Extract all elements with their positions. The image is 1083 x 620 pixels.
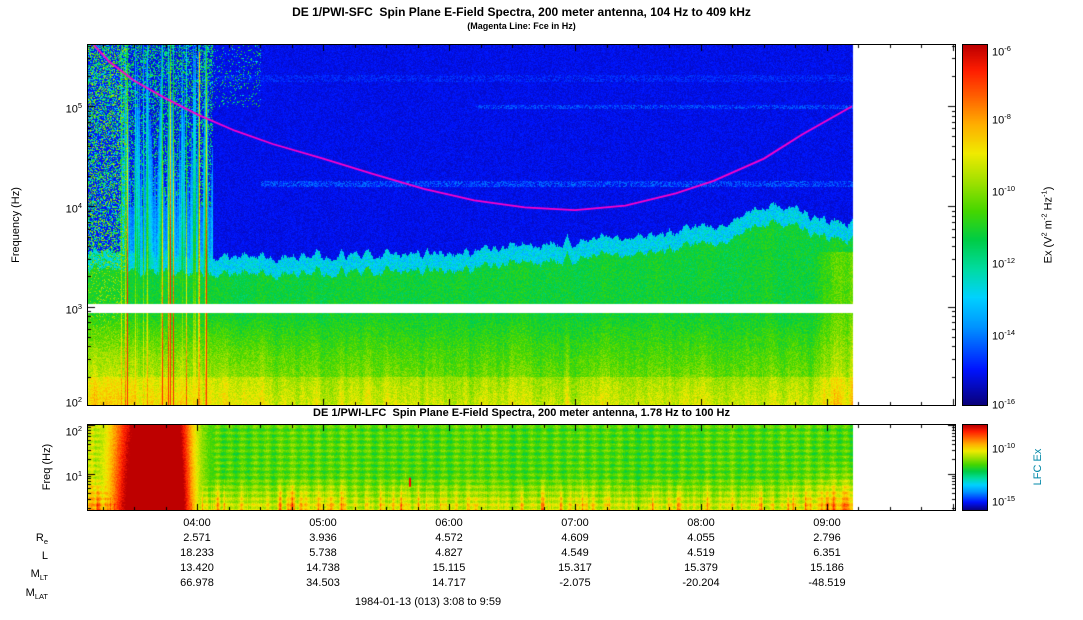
ephemeris-value: 5.738 xyxy=(309,547,337,559)
time-tick-label: 04:00 xyxy=(183,517,211,529)
top-y-tick-label: 104 xyxy=(65,201,82,216)
ephemeris-row-label: MLAT xyxy=(25,586,48,601)
top-panel-title: DE 1/PWI-SFC Spin Plane E-Field Spectra,… xyxy=(292,5,751,19)
ephemeris-row-label: L xyxy=(41,550,48,563)
colorbar-tick-label: 10-8 xyxy=(992,112,1011,127)
top-spectrogram xyxy=(87,44,956,406)
colorbar-tick-label: 10-10 xyxy=(992,441,1016,456)
time-tick-label: 05:00 xyxy=(309,517,337,529)
ephemeris-value: 6.351 xyxy=(813,547,841,559)
colorbar-tick-label: 10-10 xyxy=(992,184,1016,199)
ephemeris-column: 09:00 2.796 6.351 15.186 -48.519 xyxy=(795,516,859,591)
ephemeris-value: 4.519 xyxy=(687,547,715,559)
ephemeris-value: 2.796 xyxy=(813,532,841,544)
ephemeris-column: 08:00 4.055 4.519 15.379 -20.204 xyxy=(669,516,733,591)
ephemeris-column: 05:00 3.936 5.738 14.738 34.503 xyxy=(291,516,355,591)
ephemeris-value: 15.115 xyxy=(432,562,466,574)
ephemeris-value: 2.571 xyxy=(183,532,211,544)
ephemeris-column: 04:00 2.571 18.233 13.420 66.978 xyxy=(165,516,229,591)
ephemeris-value: -20.204 xyxy=(682,577,720,589)
ephemeris-column: 07:00 4.609 4.549 15.317 -2.075 xyxy=(543,516,607,591)
top-panel-subtitle: (Magenta Line: Fce in Hz) xyxy=(467,21,576,31)
ephemeris-value: 18.233 xyxy=(180,547,214,559)
bottom-colorbar xyxy=(962,424,988,511)
ephemeris-value: 4.549 xyxy=(561,547,589,559)
colorbar-tick-label: 10-16 xyxy=(992,397,1016,412)
top-colorbar-unit-label: Ex (V2 m-2 Hz-1) xyxy=(1039,186,1055,264)
bottom-spectrogram xyxy=(87,424,956,511)
time-range-footer: 1984-01-13 (013) 3:08 to 9:59 xyxy=(354,596,502,608)
bottom-y-axis-label: Freq (Hz) xyxy=(41,443,53,491)
ephemeris-value: 4.609 xyxy=(561,532,589,544)
ephemeris-value: 4.572 xyxy=(435,532,463,544)
top-y-tick-label: 105 xyxy=(65,101,82,116)
ephemeris-value: 34.503 xyxy=(306,577,340,589)
colorbar-tick-label: 10-6 xyxy=(992,44,1011,59)
ephemeris-value: 15.186 xyxy=(810,562,844,574)
ephemeris-value: 4.827 xyxy=(435,547,463,559)
time-tick-label: 07:00 xyxy=(561,517,589,529)
time-tick-label: 06:00 xyxy=(435,517,463,529)
bottom-colorbar-label: LFC Ex xyxy=(1032,448,1044,486)
ephemeris-row-labels: Re L MLT MLAT xyxy=(10,531,48,604)
ephemeris-value: 13.420 xyxy=(180,562,214,574)
ephemeris-value: 15.379 xyxy=(684,562,718,574)
ephemeris-value: 14.717 xyxy=(432,577,466,589)
bottom-y-tick-label: 102 xyxy=(65,424,82,439)
top-y-tick-label: 102 xyxy=(65,395,82,410)
bottom-panel-title: DE 1/PWI-LFC Spin Plane E-Field Spectra,… xyxy=(313,407,730,419)
ephemeris-value: 14.738 xyxy=(306,562,340,574)
ephemeris-value: 66.978 xyxy=(180,577,214,589)
colorbar-tick-label: 10-14 xyxy=(992,328,1016,343)
time-tick-label: 08:00 xyxy=(687,517,715,529)
colorbar-tick-label: 10-15 xyxy=(992,494,1016,509)
time-tick-label: 09:00 xyxy=(813,517,841,529)
ephemeris-value: 3.936 xyxy=(309,532,337,544)
ephemeris-row-label: Re xyxy=(35,532,48,547)
top-y-tick-label: 103 xyxy=(65,302,82,317)
top-colorbar xyxy=(962,44,988,406)
colorbar-tick-label: 10-12 xyxy=(992,256,1016,271)
ephemeris-value: -48.519 xyxy=(808,577,846,589)
ephemeris-column: 06:00 4.572 4.827 15.115 14.717 xyxy=(417,516,481,591)
ephemeris-value: -2.075 xyxy=(559,577,591,589)
ephemeris-row-label: MLT xyxy=(30,568,48,583)
ephemeris-value: 15.317 xyxy=(558,562,592,574)
top-y-axis-label: Frequency (Hz) xyxy=(10,187,22,263)
ephemeris-value: 4.055 xyxy=(687,532,715,544)
bottom-y-tick-label: 101 xyxy=(65,469,82,484)
